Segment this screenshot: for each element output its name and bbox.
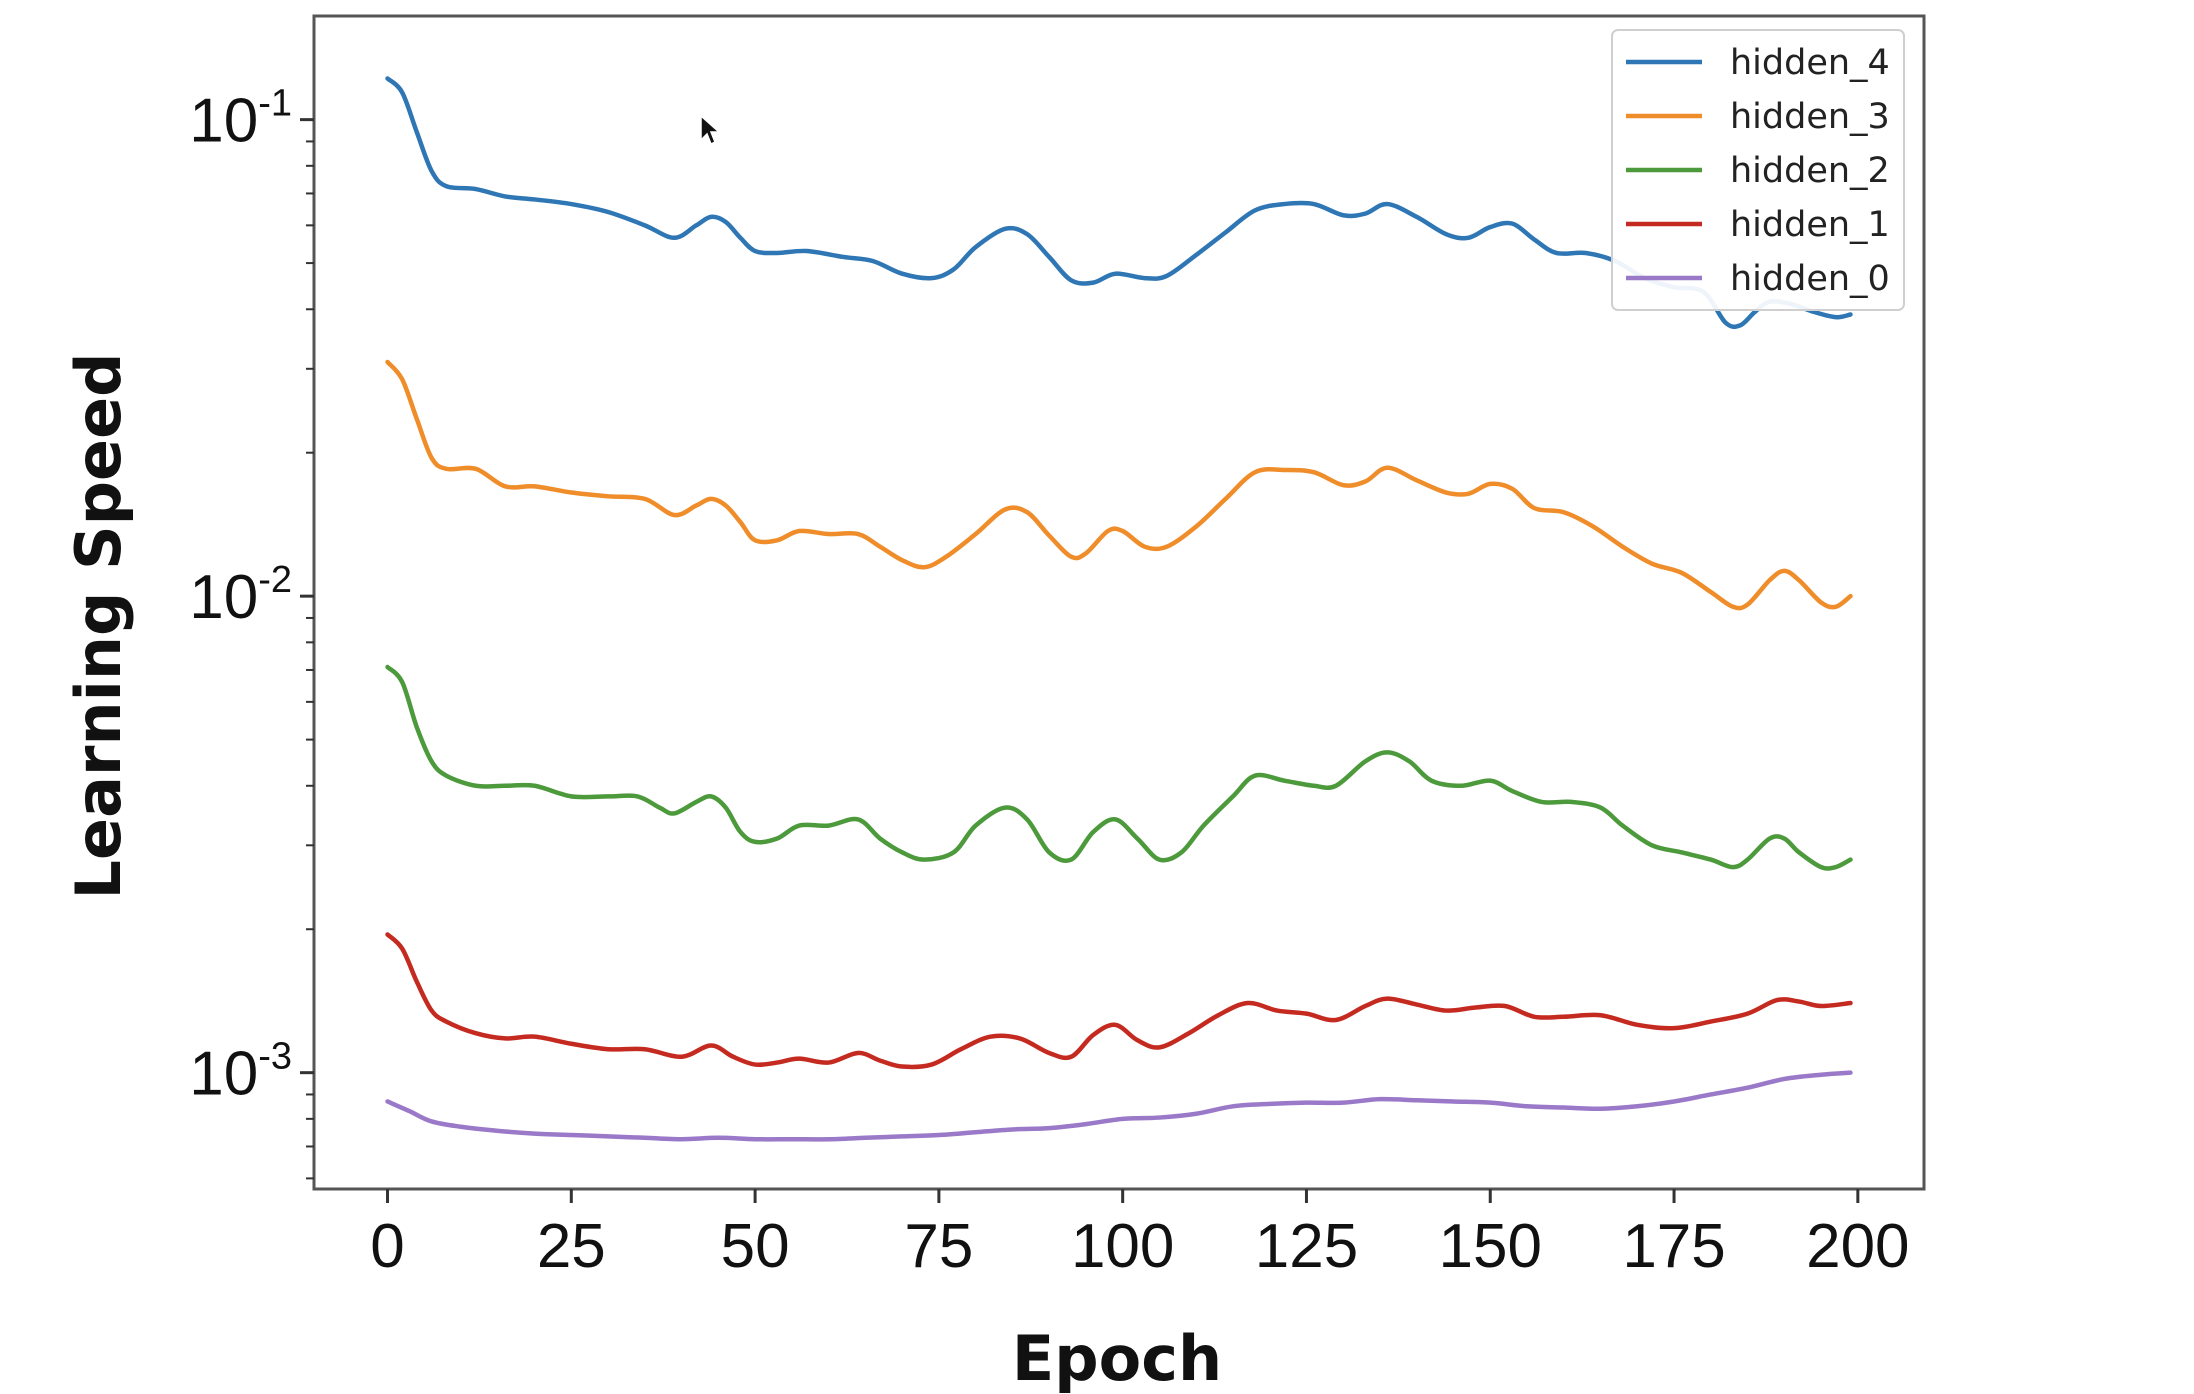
series-line-hidden_1 xyxy=(385,932,1853,1070)
series-line-hidden_2 xyxy=(385,664,1853,871)
x-axis: 0 25 50 75 100 125 150 175 200 xyxy=(370,1189,1910,1281)
series-line-hidden_0 xyxy=(385,1070,1853,1142)
y-tick-label: 10-2 xyxy=(189,559,292,632)
legend-box xyxy=(1611,29,1905,311)
y-axis: 10-1 10-2 10-3 xyxy=(189,83,314,1180)
legend-label-hidden_1: hidden_1 xyxy=(1730,205,1890,245)
x-tick-label: 25 xyxy=(537,1212,606,1281)
x-tick-label: 75 xyxy=(904,1212,973,1281)
x-tick-label: 50 xyxy=(721,1212,790,1281)
legend-label-hidden_2: hidden_2 xyxy=(1730,151,1890,191)
legend-items: hidden_4 hidden_3 hidden_2 hidden_1 hidden_0 xyxy=(1626,43,1890,299)
series-line-hidden_3 xyxy=(385,359,1853,611)
legend-label-hidden_0: hidden_0 xyxy=(1730,259,1890,299)
y-tick-label: 10-1 xyxy=(189,83,292,156)
mouse-cursor-icon xyxy=(700,114,721,146)
y-tick-label: 10-3 xyxy=(189,1036,292,1109)
legend-label-hidden_3: hidden_3 xyxy=(1730,97,1890,137)
x-tick-label: 175 xyxy=(1622,1212,1725,1281)
x-tick-label: 100 xyxy=(1071,1212,1174,1281)
legend-label-hidden_4: hidden_4 xyxy=(1730,43,1890,83)
x-tick-label: 200 xyxy=(1806,1212,1909,1281)
x-tick-label: 0 xyxy=(370,1212,404,1281)
x-tick-label: 150 xyxy=(1439,1212,1542,1281)
x-axis-label: Epoch xyxy=(1012,1322,1222,1394)
x-tick-label: 125 xyxy=(1255,1212,1358,1281)
legend: hidden_4 hidden_3 hidden_2 hidden_1 hidden_0 xyxy=(1611,29,1905,311)
y-axis-label: Learning Speed xyxy=(62,353,135,900)
